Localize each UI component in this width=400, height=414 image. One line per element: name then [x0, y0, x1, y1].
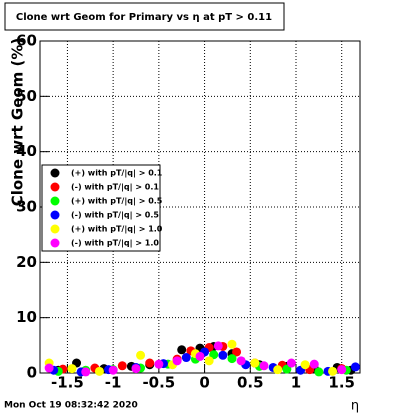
point: [259, 361, 269, 371]
point: [314, 367, 324, 377]
y-tick-label: 50: [16, 87, 37, 105]
point: [204, 356, 214, 366]
point: [273, 365, 283, 375]
point: [328, 366, 338, 376]
legend-label: (-) with pT/|q| > 0.5: [71, 211, 159, 220]
title-box: [4, 2, 285, 31]
y-axis-label: Clone wrt Geom (%): [9, 38, 27, 207]
legend-label: (+) with pT/|q| > 0.1: [71, 169, 163, 178]
point: [300, 360, 310, 370]
legend-marker: [50, 196, 60, 206]
legend-label: (+) with pT/|q| > 1.0: [71, 225, 163, 234]
point: [309, 359, 319, 369]
legend-marker: [50, 224, 60, 234]
x-tick-label: 1: [291, 374, 301, 392]
x-tick-label: -0.5: [142, 374, 175, 392]
point: [94, 366, 104, 376]
point: [177, 345, 187, 355]
legend-marker: [50, 238, 60, 248]
point: [213, 341, 223, 351]
x-tick-label: -1.5: [51, 374, 84, 392]
point: [131, 364, 141, 374]
point: [44, 363, 54, 373]
point: [232, 347, 242, 357]
y-tick-label: 30: [16, 198, 37, 216]
point: [227, 354, 237, 364]
y-tick-label: 20: [16, 253, 37, 271]
point: [236, 356, 246, 366]
x-axis-label: η: [351, 399, 359, 414]
legend-marker: [50, 168, 60, 178]
point: [218, 350, 228, 360]
point: [172, 356, 182, 366]
y-tick-label: 40: [16, 142, 37, 160]
point: [227, 339, 237, 349]
point: [286, 358, 296, 368]
legend-label: (-) with pT/|q| > 0.1: [71, 183, 159, 192]
point: [145, 358, 155, 368]
point: [81, 367, 91, 377]
x-tick-label: 0: [199, 374, 209, 392]
legend-label: (+) with pT/|q| > 0.5: [71, 197, 163, 206]
y-tick-label: 60: [16, 32, 37, 50]
legend-label: (-) with pT/|q| > 1.0: [71, 239, 159, 248]
footer-date: Mon Oct 19 08:32:42 2020: [4, 401, 138, 411]
legend-marker: [50, 182, 60, 192]
chart-title: Clone wrt Geom for Primary vs η at pT > …: [16, 12, 272, 23]
x-tick-label: 0.5: [237, 374, 264, 392]
legend-marker: [50, 210, 60, 220]
y-tick-label: 10: [16, 308, 37, 326]
point: [195, 351, 205, 361]
legend-box: [41, 164, 161, 252]
y-tick-label: 0: [27, 364, 37, 382]
point: [67, 364, 77, 374]
point: [154, 359, 164, 369]
point: [250, 358, 260, 368]
x-tick-label: -1: [105, 374, 122, 392]
point: [108, 365, 118, 375]
point: [117, 361, 127, 371]
point: [136, 350, 146, 360]
plot-border: [39, 40, 361, 374]
point: [350, 362, 360, 372]
point: [337, 365, 347, 375]
x-tick-label: 1.5: [328, 374, 355, 392]
point: [181, 353, 191, 363]
